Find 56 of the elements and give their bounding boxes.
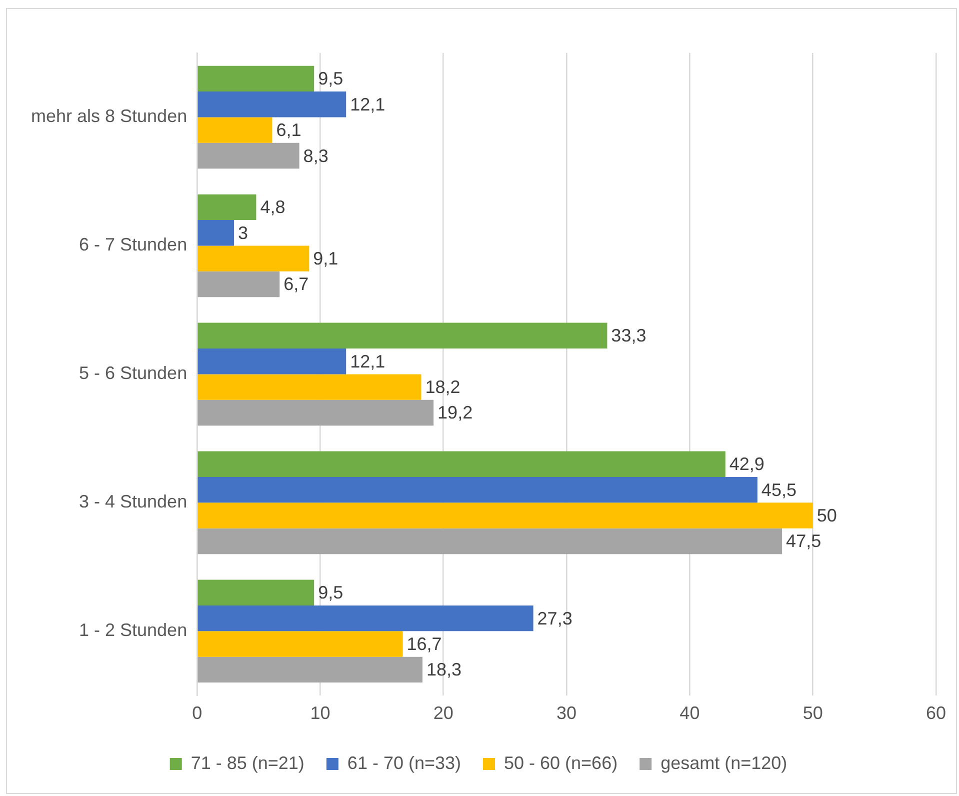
legend-label: 71 - 85 (n=21): [190, 752, 304, 773]
x-tick-label: 0: [192, 703, 202, 724]
data-label: 6,7: [284, 274, 309, 294]
data-label: 18,3: [426, 660, 462, 680]
bar: [198, 142, 300, 169]
legend-label: 61 - 70 (n=33): [347, 752, 462, 773]
bar: [198, 92, 346, 118]
data-label: 16,7: [406, 634, 442, 654]
bar: [198, 476, 758, 503]
x-tick-label: 40: [680, 703, 700, 724]
data-label: 6,1: [276, 120, 302, 140]
bar: [198, 246, 310, 272]
bar: [198, 322, 608, 349]
bar: [198, 502, 813, 528]
x-tick-label: 10: [310, 703, 330, 724]
bar: [198, 605, 534, 632]
bar: [198, 631, 403, 657]
x-tick-label: 20: [433, 703, 454, 724]
data-label: 18,2: [425, 377, 460, 398]
legend-label: gesamt (n=120): [660, 752, 788, 773]
data-label: 9,5: [318, 582, 344, 603]
bar: [198, 451, 726, 477]
legend-label: 50 - 60 (n=66): [504, 752, 618, 773]
y-tick-label: mehr als 8 Stunden: [31, 106, 188, 126]
bar: [198, 374, 422, 400]
data-label: 12,1: [350, 94, 386, 114]
bar: [198, 656, 422, 683]
x-tick-label: 60: [926, 703, 946, 724]
bar: [198, 66, 314, 92]
data-label: 47,5: [786, 531, 822, 552]
y-tick-label: 6 - 7 Stunden: [79, 234, 188, 255]
bar: [198, 528, 782, 554]
bar: [198, 580, 314, 606]
data-label: 3: [238, 222, 248, 243]
y-tick-label: 5 - 6 Stunden: [79, 363, 188, 384]
data-label: 42,9: [729, 454, 764, 474]
data-label: 12,1: [350, 351, 386, 372]
y-tick-label: 1 - 2 Stunden: [79, 620, 188, 640]
data-label: 4,8: [260, 197, 286, 218]
data-label: 9,5: [318, 68, 344, 89]
x-tick-label: 30: [556, 703, 577, 724]
bar: [198, 220, 234, 246]
data-label: 33,3: [611, 326, 646, 346]
bar: [198, 117, 272, 143]
data-label: 45,5: [761, 480, 796, 500]
bar: [198, 348, 346, 374]
data-label: 9,1: [313, 248, 338, 269]
x-tick-label: 50: [802, 703, 823, 724]
bar: [198, 194, 256, 220]
y-tick-label: 3 - 4 Stunden: [79, 492, 188, 512]
data-label: 19,2: [438, 402, 473, 423]
data-label: 8,3: [303, 146, 328, 166]
bar: [198, 271, 280, 298]
data-label: 27,3: [537, 608, 572, 628]
bar: [198, 400, 434, 426]
data-label: 50: [816, 505, 837, 526]
